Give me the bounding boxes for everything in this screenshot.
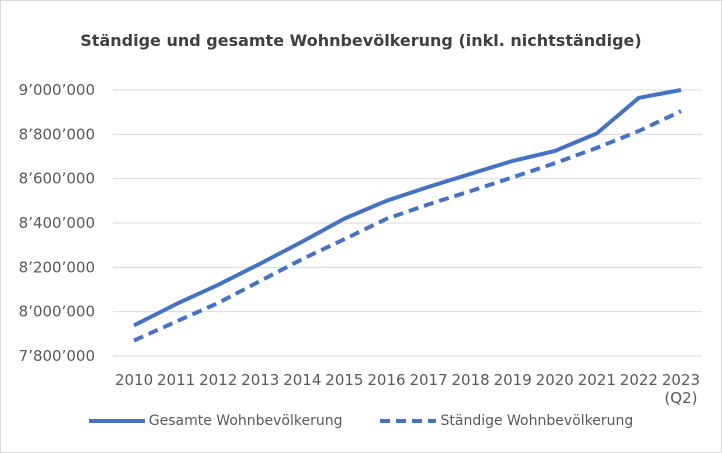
x-tick-label: 2018 bbox=[452, 371, 490, 389]
legend-label-gesamte: Gesamte Wohnbevölkerung bbox=[148, 413, 343, 429]
x-tick-label: 2022 bbox=[620, 371, 658, 389]
y-tick-label: 8’800’000 bbox=[19, 125, 95, 143]
series-line-gesamte bbox=[133, 88, 682, 328]
y-tick-label: 9’000’000 bbox=[19, 81, 95, 99]
x-tick-label: 2021 bbox=[578, 371, 616, 389]
series-line-staendige bbox=[133, 109, 682, 343]
x-tick-label: 2017 bbox=[409, 371, 447, 389]
y-tick-label: 8’200’000 bbox=[19, 258, 95, 276]
x-tick-label: 2015 bbox=[325, 371, 363, 389]
x-tick-label: 2019 bbox=[494, 371, 532, 389]
x-tick-label: 2016 bbox=[367, 371, 405, 389]
chart-legend: Gesamte Wohnbevölkerung Ständige Wohnbev… bbox=[1, 413, 721, 429]
x-tick-label: (Q2) bbox=[664, 389, 697, 407]
chart-title: Ständige und gesamte Wohnbevölkerung (in… bbox=[80, 31, 642, 50]
x-tick-label: 2014 bbox=[283, 371, 321, 389]
y-tick-label: 8’000’000 bbox=[19, 303, 95, 321]
legend-item-gesamte: Gesamte Wohnbevölkerung bbox=[88, 413, 343, 429]
x-tick-label: 2011 bbox=[157, 371, 195, 389]
x-tick-label: 2010 bbox=[115, 371, 153, 389]
legend-swatch-dashed bbox=[380, 419, 437, 423]
legend-swatch-solid bbox=[88, 419, 145, 423]
x-tick-label: 2023 bbox=[662, 371, 700, 389]
x-tick-label: 2013 bbox=[241, 371, 279, 389]
line-chart: 7’800’000 8’000’000 8’200’000 8’400’000 8’60… bbox=[19, 81, 702, 407]
y-tick-label: 8’600’000 bbox=[19, 170, 95, 188]
y-tick-label: 7’800’000 bbox=[19, 347, 95, 365]
x-tick-label: 2012 bbox=[199, 371, 237, 389]
legend-item-staendige: Ständige Wohnbevölkerung bbox=[380, 413, 633, 429]
y-tick-label: 8’400’000 bbox=[19, 214, 95, 232]
x-tick-label: 2020 bbox=[536, 371, 574, 389]
legend-label-staendige: Ständige Wohnbevölkerung bbox=[440, 413, 634, 429]
